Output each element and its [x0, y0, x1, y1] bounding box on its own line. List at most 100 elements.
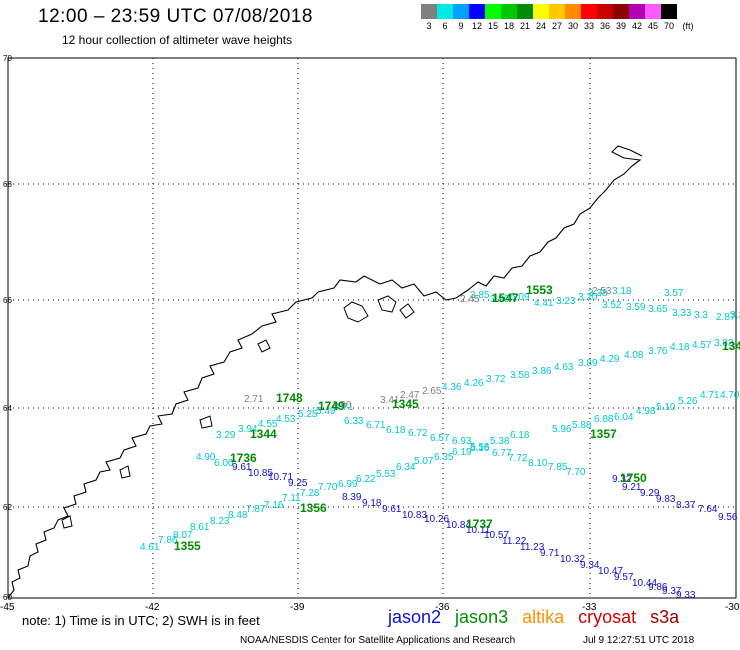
scale-swatch	[485, 4, 501, 19]
wave-height-label: 2.45	[460, 294, 480, 305]
pass-time-label: 1344	[250, 427, 277, 441]
wave-height-label: 4.61	[140, 542, 160, 553]
lon-label: -33	[582, 602, 597, 613]
scale-label: 45	[647, 21, 658, 31]
wave-height-label: 5.38	[490, 436, 510, 447]
scale-label: 30	[567, 21, 578, 31]
lon-label: -45	[0, 602, 15, 613]
graticule	[8, 57, 736, 598]
wave-height-label: 4.41	[534, 298, 554, 309]
mission-jason3: jason3	[455, 607, 509, 627]
wave-height-label: 7.86	[158, 535, 178, 546]
wave-height-label: 5.96	[552, 424, 572, 435]
lon-label: -39	[290, 602, 305, 613]
wave-height-label: 10.57	[484, 530, 509, 541]
pass-time-label: 1750	[620, 471, 647, 485]
scale-label: 6	[442, 21, 448, 31]
wave-height-label: 3.89	[578, 358, 598, 369]
wave-height-label: 3.85	[470, 290, 490, 301]
scale-swatch	[549, 4, 565, 19]
scale-swatch	[517, 4, 533, 19]
mission-s3a: s3a	[650, 607, 680, 627]
wave-height-label: 9.18	[362, 498, 382, 509]
pass-time-label: 1737	[466, 517, 493, 531]
pass-time-label: 1553	[526, 283, 553, 297]
wave-height-label: 2.47	[400, 390, 420, 401]
wave-height-label: 7.70	[566, 467, 586, 478]
wave-height-label: 7.70	[318, 482, 338, 493]
scale-swatch	[469, 4, 485, 19]
wave-height-label: 6.35	[434, 452, 454, 463]
wave-height-label: 4.29	[600, 354, 620, 365]
wave-height-label: 7.87	[246, 504, 266, 515]
wave-height-label: 2.71	[244, 394, 264, 405]
scale-swatch	[613, 4, 629, 19]
wave-height-label: 6.18	[386, 425, 406, 436]
footnote: note: 1) Time is in UTC; 2) SWH is in fe…	[22, 613, 260, 628]
pass-time-label: 1345	[392, 397, 419, 411]
wave-height-label: 10.32	[560, 554, 585, 565]
wave-height-label: 7.64	[698, 504, 718, 515]
wave-height-label: 2.87	[716, 312, 736, 323]
wave-height-label: 9.29	[640, 488, 660, 499]
wave-height-label: 6.77	[492, 448, 512, 459]
pass-time-label: 1749	[318, 399, 345, 413]
wave-height-label: 3.3	[694, 310, 708, 321]
wave-height-label: 6.57	[430, 433, 450, 444]
wave-height-label: 3.94	[238, 424, 258, 435]
wave-height-label: 8.37	[676, 500, 696, 511]
mission-jason2: jason2	[388, 607, 442, 627]
lat-label: 66	[3, 296, 12, 305]
wave-height-label: 7.16	[264, 500, 284, 511]
wave-height-label: 4.71	[700, 390, 720, 401]
wave-height-label: 11.23	[520, 542, 545, 553]
wave-height-label: 9.57	[614, 572, 634, 583]
scale-label: 42	[631, 21, 642, 31]
wave-height-label: 2.53	[592, 286, 612, 297]
wave-height-label: 6.72	[408, 428, 428, 439]
wave-height-label: 10.71	[268, 472, 293, 483]
wave-height-label: 3.20	[578, 292, 598, 303]
scale-swatch	[421, 4, 437, 19]
wave-height-label: 6.19	[452, 447, 472, 458]
wave-height-label: 3.23	[556, 296, 576, 307]
lon-label: -42	[145, 602, 160, 613]
wave-height-label: 6.99	[338, 479, 358, 490]
wave-height-label: 6.34	[396, 462, 416, 473]
wave-height-label: 9.37	[662, 586, 682, 597]
scale-label: 70	[663, 21, 674, 31]
wave-height-label: 5.26	[678, 396, 698, 407]
wave-height-label: 8.07	[173, 530, 193, 541]
coastline-islands	[61, 295, 415, 529]
lat-label: 64	[3, 404, 12, 413]
wave-height-label: 3.90	[490, 294, 510, 305]
scale-label: 24	[535, 21, 546, 31]
wave-height-label: 3.52	[602, 300, 622, 311]
scale-label: 36	[599, 21, 610, 31]
lat-label: 70	[3, 54, 12, 63]
wave-height-label: 2.90	[332, 400, 352, 411]
scale-label: 33	[583, 21, 594, 31]
wave-height-label: 9.56	[718, 512, 738, 523]
wave-height-label: 6.93	[452, 436, 472, 447]
wave-height-label: 7.11	[282, 493, 301, 504]
wave-height-label: 3.59	[626, 302, 646, 313]
wave-height-label: 7.85	[548, 462, 568, 473]
scale-swatch	[661, 4, 677, 19]
scale-label: 18	[503, 21, 514, 31]
wave-height-label: 4.08	[624, 350, 644, 361]
wave-height-label: 8.48	[228, 510, 248, 521]
mission-altika: altika	[522, 607, 565, 627]
wave-height-label: 5.25	[298, 409, 318, 420]
scale-swatch	[597, 4, 613, 19]
credit-text: NOAA/NESDIS Center for Satellite Applica…	[240, 635, 516, 646]
scale-label: 3	[426, 21, 432, 31]
map-frame	[7, 57, 737, 599]
mission-cryosat: cryosat	[578, 607, 637, 627]
wave-height-label: 6.33	[344, 416, 364, 427]
scale-unit: (ft)	[682, 21, 694, 31]
wave-height-label: 4.90	[196, 452, 216, 463]
scale-swatch	[565, 4, 581, 19]
pass-time-label: 134	[722, 339, 740, 353]
pass-time-label: 1355	[174, 539, 201, 553]
